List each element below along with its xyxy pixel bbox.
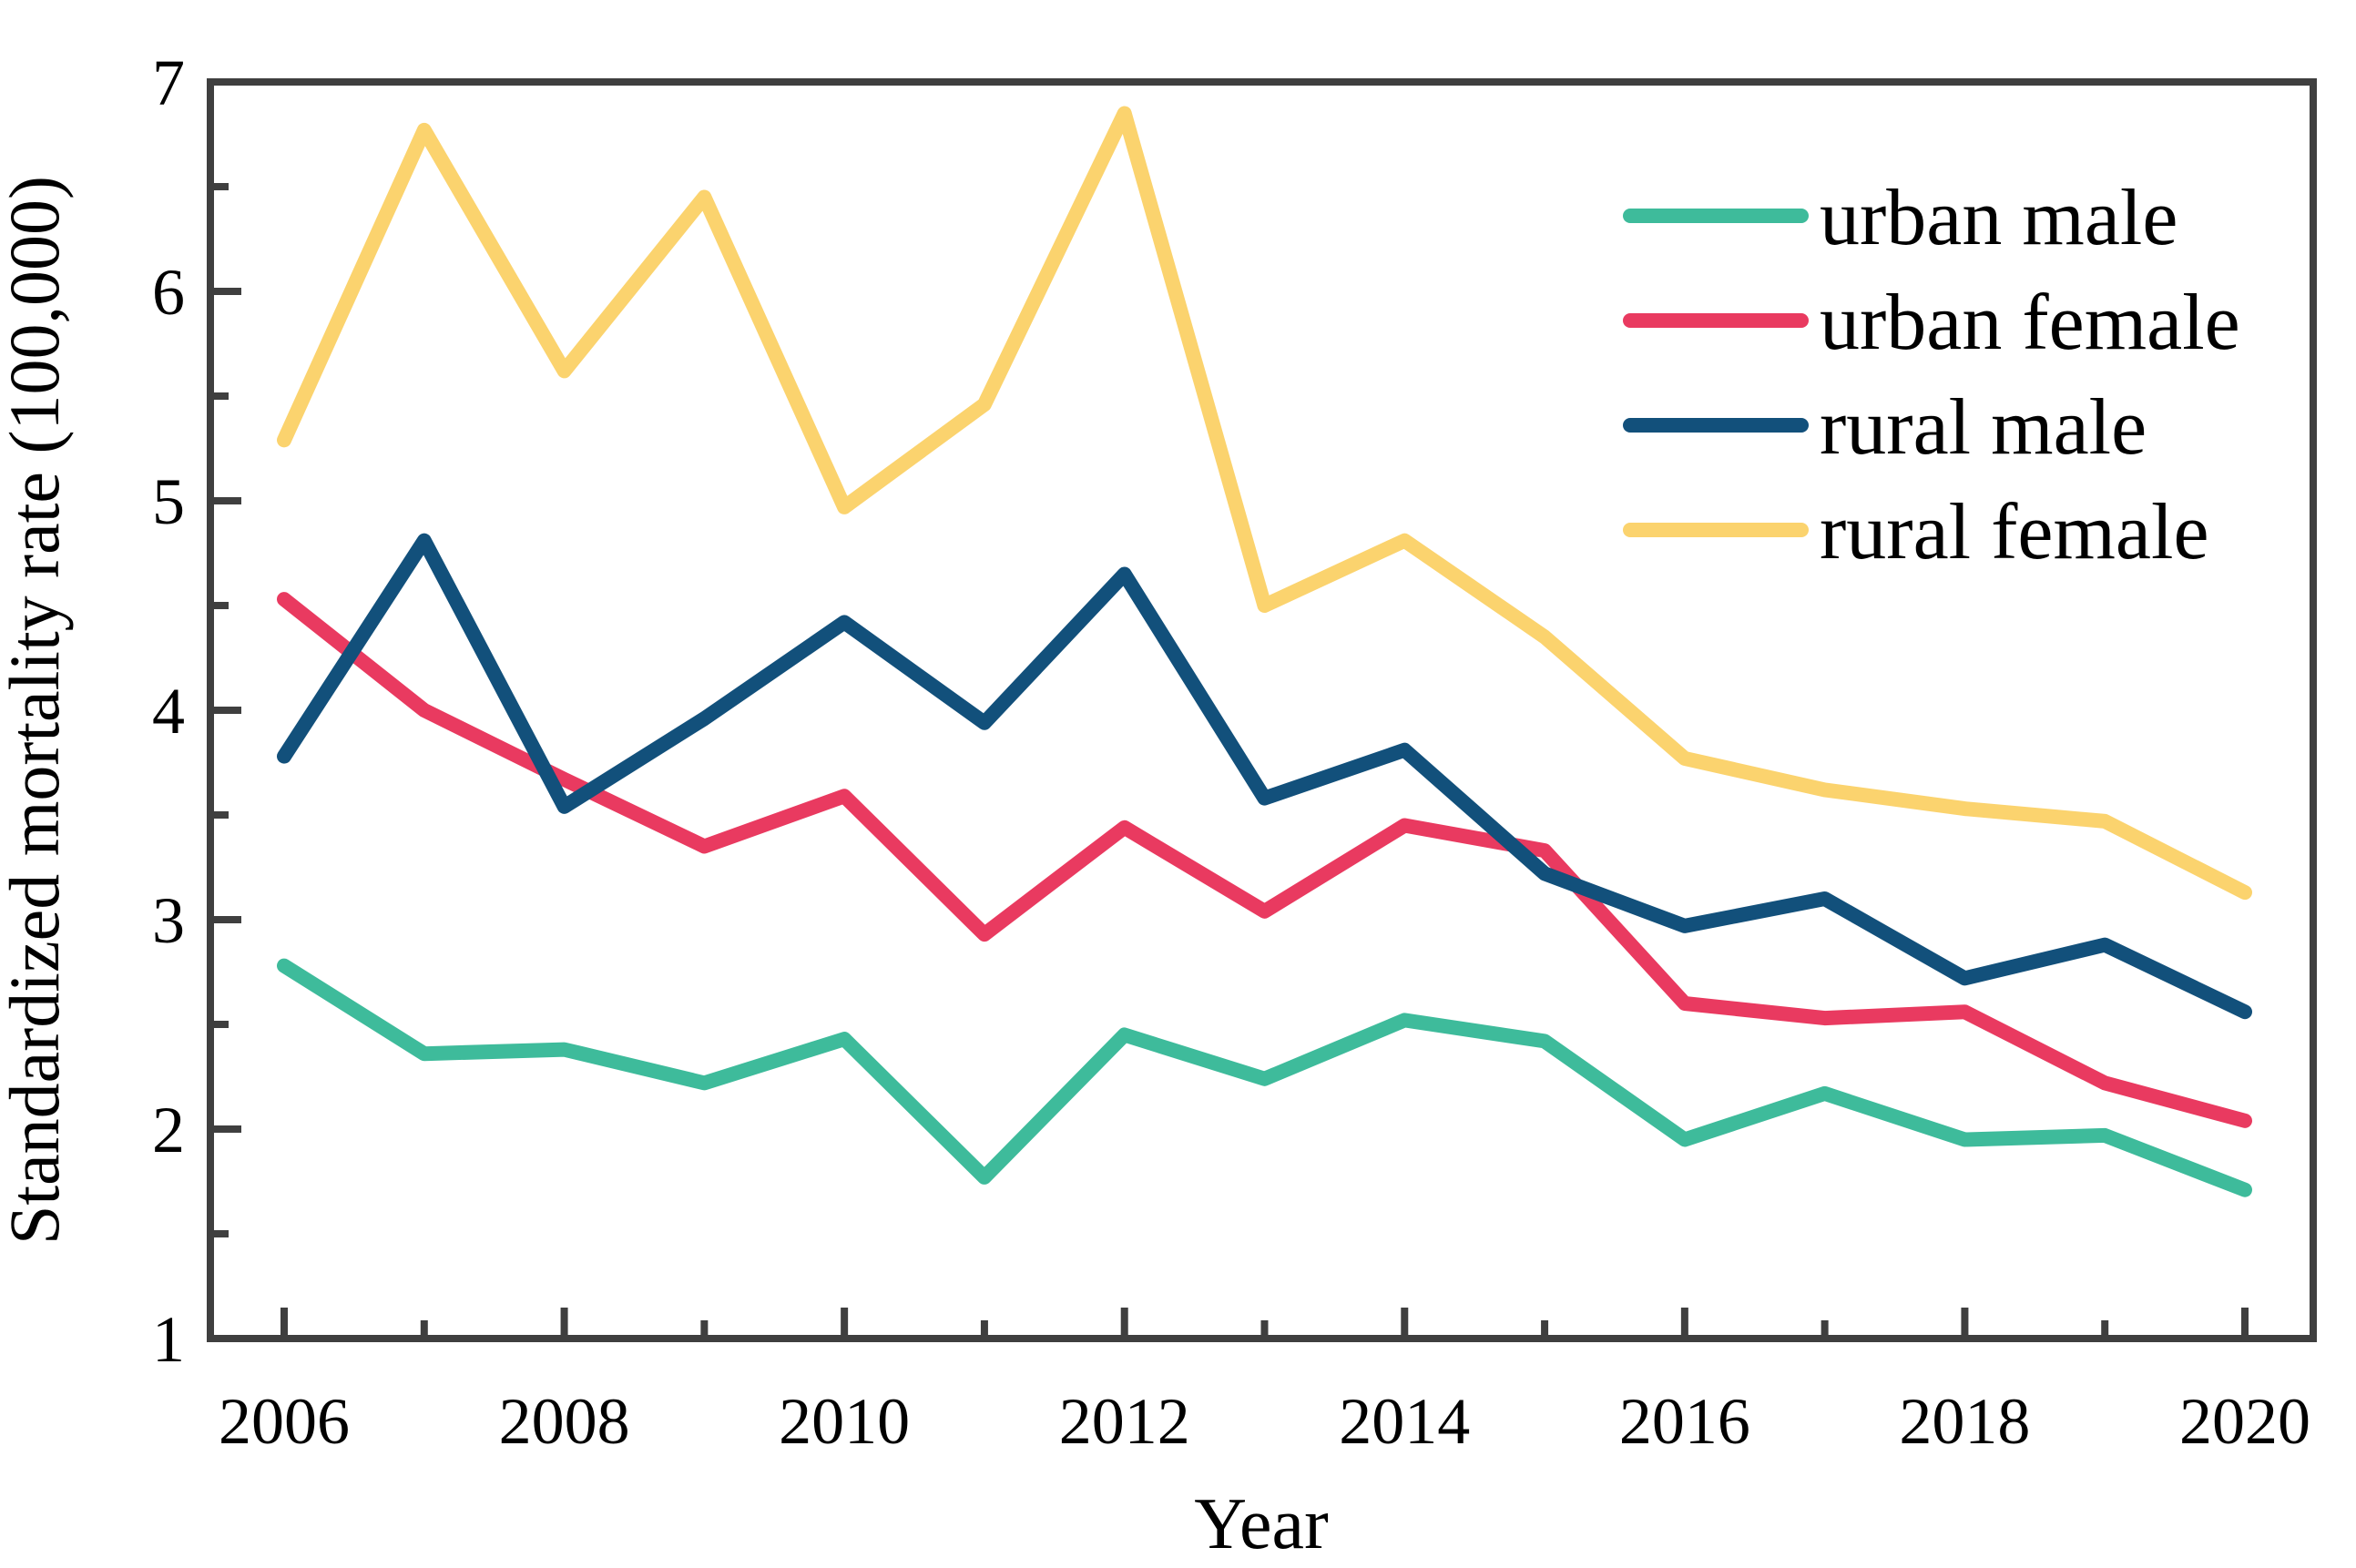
- y-axis-title: Standardized mortality rate (100,000): [0, 176, 74, 1245]
- y-tick-label: 1: [152, 1303, 185, 1376]
- x-tick-label: 2020: [2179, 1385, 2310, 1458]
- legend-item: rural male: [1623, 383, 2147, 472]
- axis-tick-labels: 1 2 3 4 5 6 7 2006 2008 2010 2012 2014 2016 2018 2020: [152, 46, 2310, 1458]
- y-tick-label: 6: [152, 256, 185, 329]
- y-tick-label: 5: [152, 465, 185, 538]
- x-tick-label: 2016: [1619, 1385, 1750, 1458]
- series-lines: [277, 106, 2252, 1197]
- axis-ticks: [210, 78, 2249, 1342]
- x-tick-label: 2006: [219, 1385, 350, 1458]
- plot-border: [207, 78, 2317, 1342]
- legend-label: urban female: [1820, 279, 2240, 367]
- legend-item: rural female: [1623, 488, 2209, 576]
- legend-label: rural male: [1820, 383, 2147, 472]
- legend-item: urban male: [1623, 174, 2178, 262]
- x-tick-label: 2010: [779, 1385, 910, 1458]
- legend-label: rural female: [1820, 488, 2209, 576]
- x-axis-title: Year: [1194, 1484, 1328, 1564]
- series-line-rural-male: [277, 533, 2252, 1020]
- y-tick-label: 3: [152, 884, 185, 957]
- y-tick-label: 7: [152, 46, 185, 119]
- y-tick-label: 4: [152, 675, 185, 748]
- legend: urban male urban female rural male rural fe…: [1623, 174, 2240, 576]
- legend-label: urban male: [1820, 174, 2178, 262]
- series-line-rural-female: [277, 106, 2252, 901]
- x-tick-label: 2014: [1339, 1385, 1470, 1458]
- x-tick-label: 2008: [499, 1385, 630, 1458]
- x-tick-label: 2018: [1899, 1385, 2030, 1458]
- series-line-urban-female: [277, 592, 2252, 1128]
- y-tick-label: 2: [152, 1094, 185, 1166]
- legend-item: urban female: [1623, 279, 2240, 367]
- plot-frame: [207, 78, 2317, 1342]
- x-tick-label: 2012: [1059, 1385, 1190, 1458]
- series-line-urban-male: [277, 958, 2252, 1197]
